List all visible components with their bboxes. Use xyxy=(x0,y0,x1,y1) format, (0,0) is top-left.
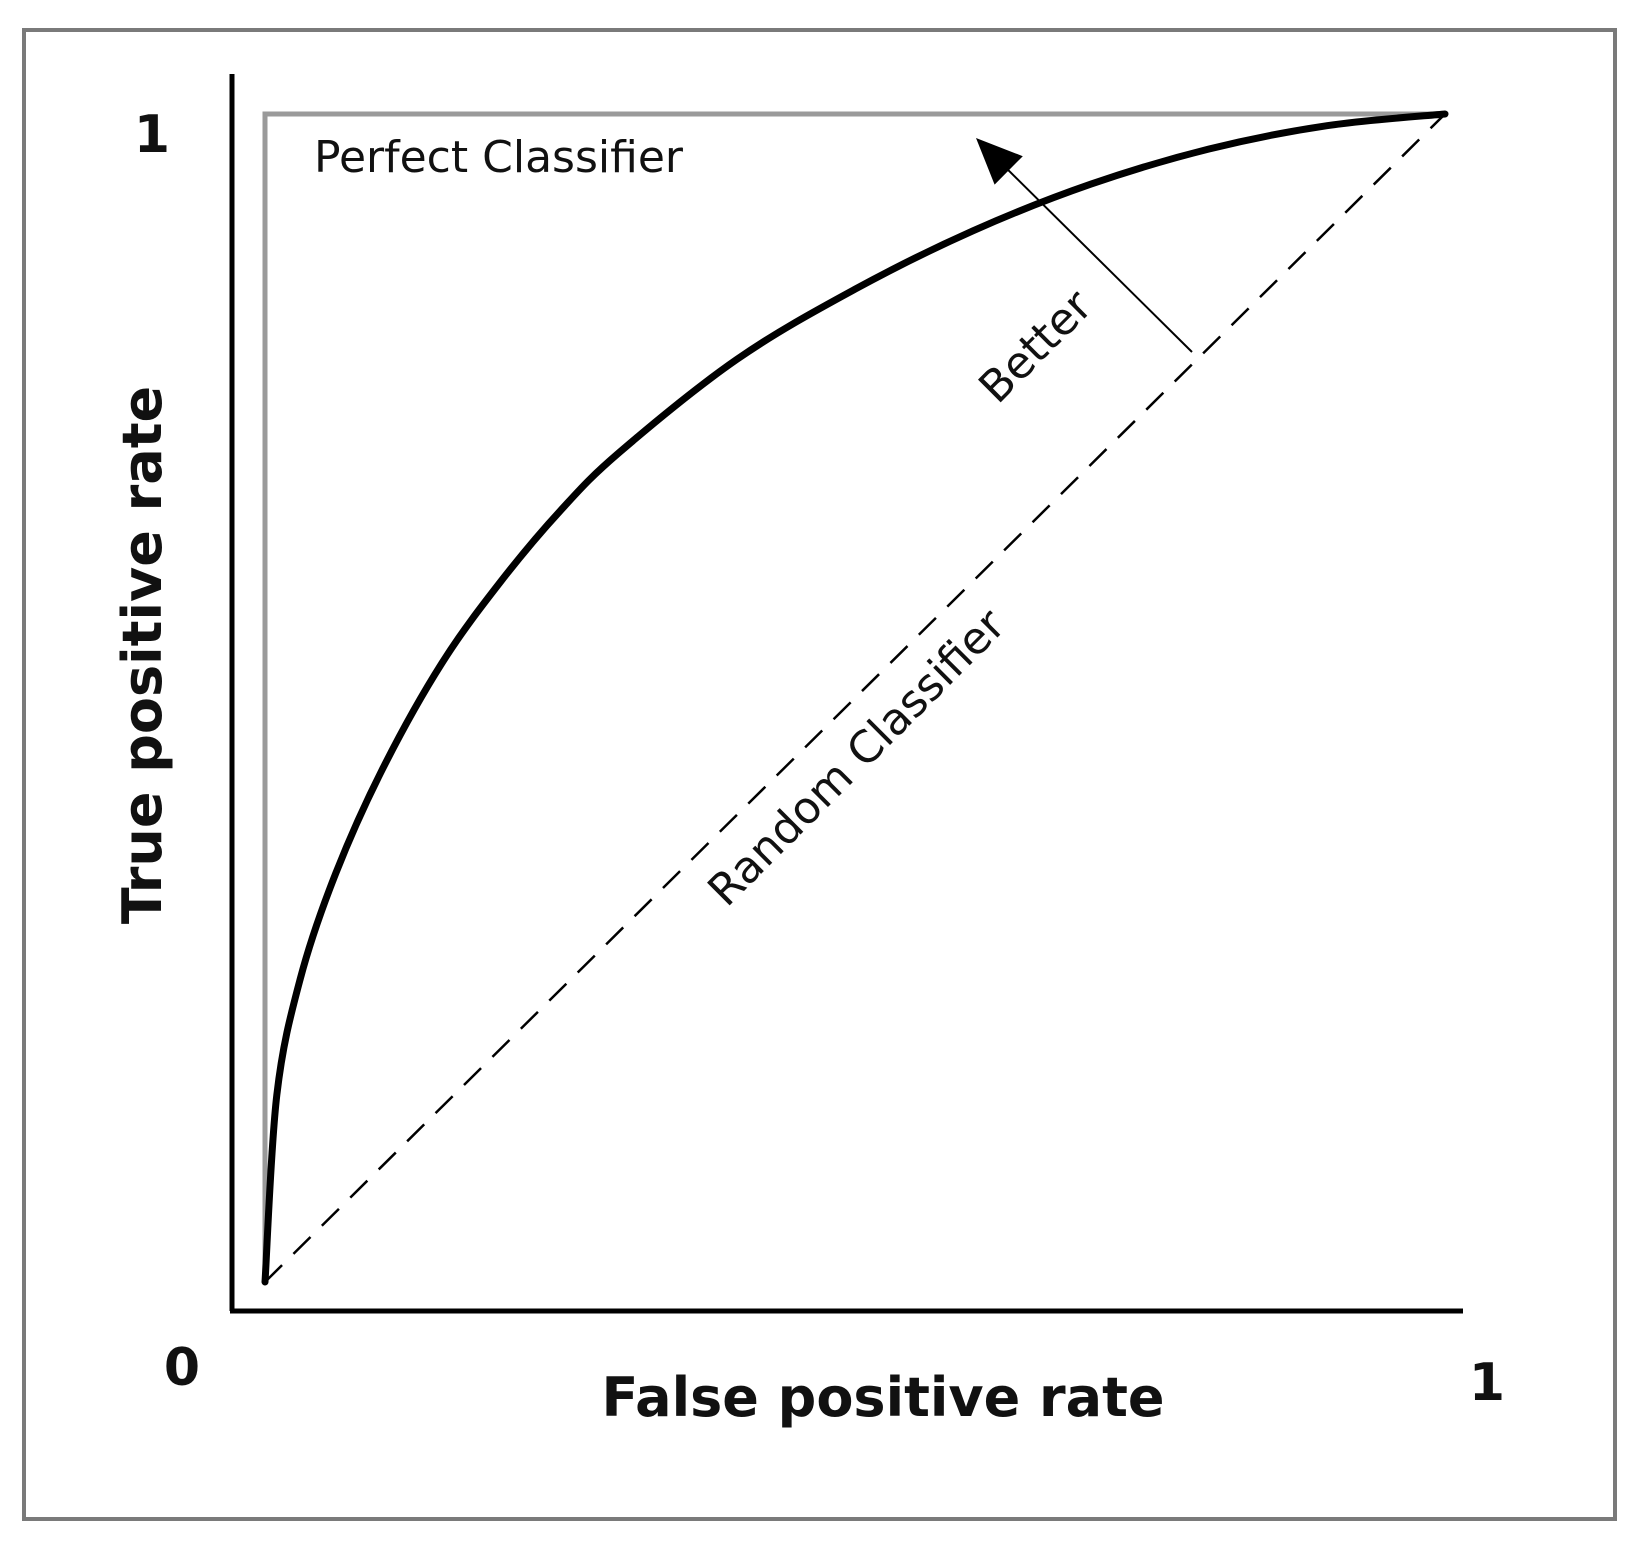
roc-curve-line xyxy=(261,110,1449,1286)
random-classifier-label: Random Classifier xyxy=(698,599,1015,916)
better-arrowhead xyxy=(976,138,1023,185)
random-classifier-line xyxy=(264,113,1446,1283)
figure-frame xyxy=(22,28,1617,1521)
y-tick-label: 1 xyxy=(134,105,170,165)
perfect-classifier-label: Perfect Classifier xyxy=(314,132,684,183)
y-axis-title: True positive rate xyxy=(111,386,174,924)
better-arrow xyxy=(993,155,1193,353)
better-label: Better xyxy=(969,280,1103,414)
x-tick-label-1: 1 xyxy=(1469,1353,1505,1413)
x-axis-title: False positive rate xyxy=(601,1366,1164,1429)
x-tick-label-0: 0 xyxy=(164,1338,200,1398)
perfect-classifier-line xyxy=(262,111,1445,1282)
